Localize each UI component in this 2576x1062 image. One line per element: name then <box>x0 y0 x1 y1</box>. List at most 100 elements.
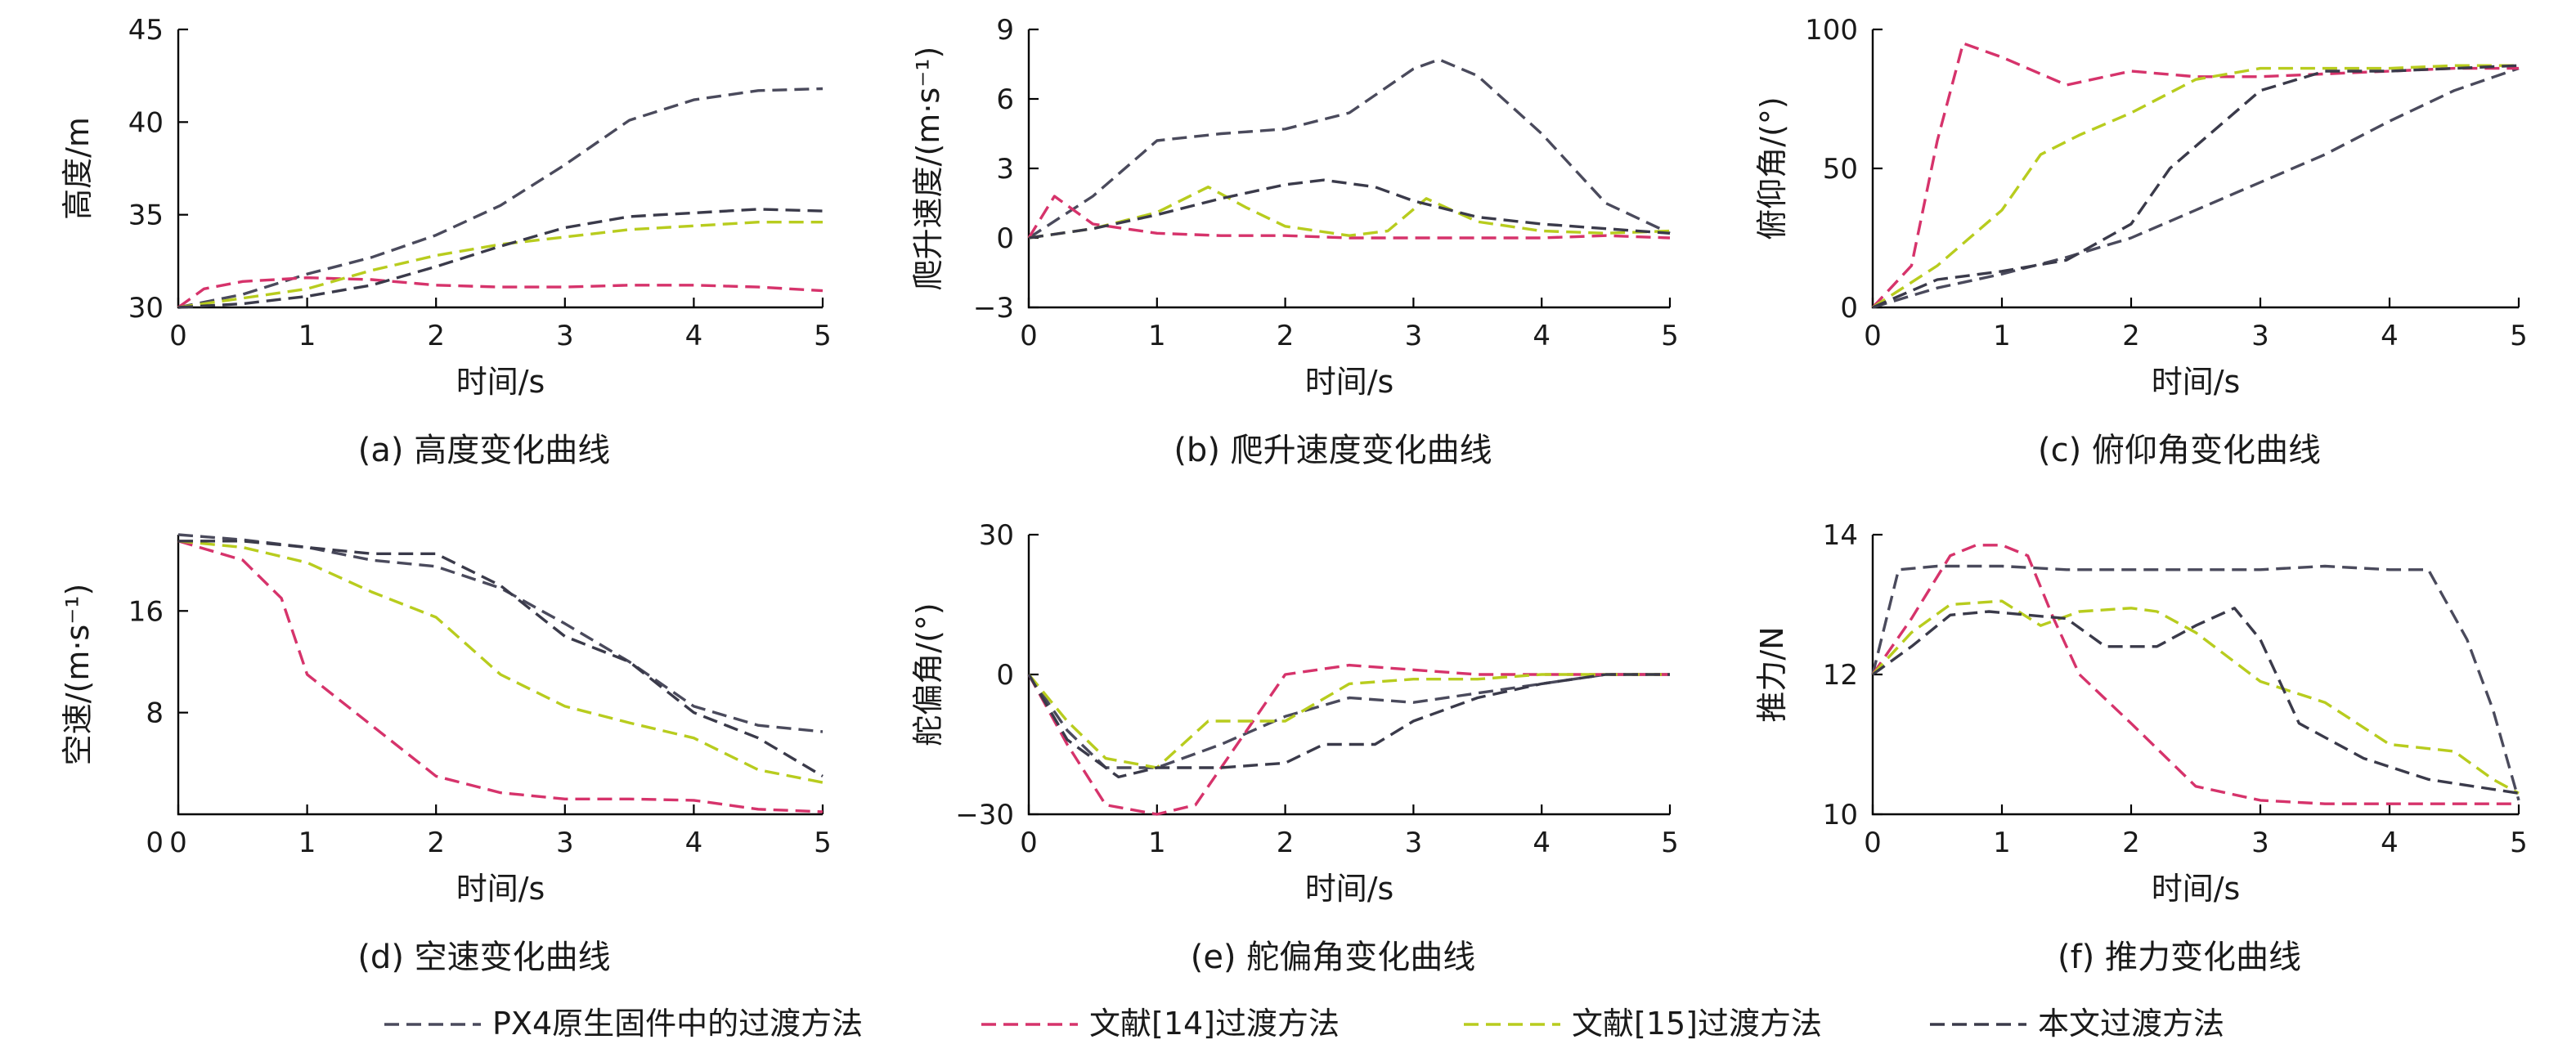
x-tick-label: 1 <box>1993 827 2011 859</box>
x-axis-label: 时间/s <box>2152 364 2241 400</box>
panel-caption: (d) 空速变化曲线 <box>357 939 610 976</box>
y-tick-label: 0 <box>1840 292 1858 325</box>
y-tick-label: 0 <box>996 659 1014 692</box>
x-tick-label: 3 <box>1405 320 1423 352</box>
series-line-ref14 <box>1027 195 1671 240</box>
origin-label: 0 <box>146 827 164 859</box>
panel-caption: (a) 高度变化曲线 <box>358 432 610 469</box>
series-line-ours <box>1028 178 1671 240</box>
x-tick-label: 4 <box>1533 320 1551 352</box>
series-line-ref14 <box>1871 42 2519 309</box>
y-tick-label: 10 <box>1823 799 1858 831</box>
x-tick-label: 0 <box>1020 320 1038 352</box>
y-tick-label: 3 <box>996 153 1014 186</box>
x-axis-label: 时间/s <box>1305 364 1394 400</box>
series-line-ours <box>1872 607 2520 795</box>
y-tick-label: 30 <box>979 519 1014 552</box>
x-tick-label: 0 <box>1864 320 1882 352</box>
x-tick-label: 1 <box>1993 320 2011 352</box>
x-tick-label: 1 <box>298 827 316 859</box>
x-tick-label: 0 <box>169 827 187 859</box>
series-line-ref15 <box>1872 64 2519 309</box>
y-axis-label: 推力/N <box>1754 626 1790 722</box>
series-line-ref15 <box>1871 599 2520 795</box>
x-axis-label: 时间/s <box>456 364 545 400</box>
axis-frame <box>177 29 823 309</box>
y-tick-label: 50 <box>1823 153 1858 186</box>
y-axis-label: 空速/(m·s⁻¹) <box>60 584 96 766</box>
y-tick-label: 6 <box>996 83 1014 116</box>
series-line-px4 <box>177 533 824 733</box>
series-line-px4 <box>1027 673 1670 769</box>
y-tick-label: 14 <box>1823 519 1858 552</box>
axis-frame <box>1871 535 2519 816</box>
panel-caption: (c) 俯仰角变化曲线 <box>2038 432 2321 469</box>
y-axis-label: 爬升速度/(m·s⁻¹) <box>910 47 946 291</box>
x-tick-label: 5 <box>2510 320 2528 352</box>
legend: PX4原生固件中的过渡方法 文献[14]过渡方法 文献[15]过渡方法 本文过渡方法 <box>384 1006 2224 1042</box>
series-line-ref15 <box>177 540 824 784</box>
y-tick-label: −3 <box>973 292 1014 325</box>
x-tick-label: 4 <box>1533 827 1551 859</box>
series-line-ref15 <box>1028 186 1671 240</box>
x-tick-label: 3 <box>1405 827 1423 859</box>
y-tick-label: 8 <box>146 697 164 730</box>
series-line-ref14 <box>177 276 824 309</box>
x-tick-label: 4 <box>2381 827 2399 859</box>
x-tick-label: 0 <box>169 320 187 352</box>
x-tick-label: 5 <box>2510 827 2528 859</box>
y-tick-label: 35 <box>128 199 164 232</box>
x-tick-label: 5 <box>814 827 832 859</box>
x-tick-label: 2 <box>1277 320 1295 352</box>
x-tick-label: 1 <box>1148 320 1166 352</box>
x-tick-label: 2 <box>2122 320 2140 352</box>
y-tick-label: 30 <box>128 292 164 325</box>
series-line-px4 <box>1871 564 2520 801</box>
x-tick-label: 2 <box>427 320 445 352</box>
x-tick-label: 5 <box>1661 827 1679 859</box>
y-tick-label: 9 <box>996 14 1014 47</box>
x-tick-label: 4 <box>685 320 703 352</box>
x-tick-label: 4 <box>2381 320 2399 352</box>
series-line-ref14 <box>177 540 824 813</box>
legend-label: 文献[14]过渡方法 <box>1089 1006 1340 1042</box>
series-line-px4 <box>177 87 824 309</box>
x-tick-label: 3 <box>556 320 574 352</box>
y-axis-label: 高度/m <box>60 117 96 220</box>
x-tick-label: 0 <box>1864 827 1882 859</box>
series-line-ref15 <box>1027 673 1670 769</box>
y-axis-label: 舵偏角/(°) <box>910 603 946 746</box>
x-tick-label: 1 <box>1148 827 1166 859</box>
x-tick-label: 3 <box>556 827 574 859</box>
chart-panel: 0 1 2 3 4 5 8 16 0 时间/s 空速/(m·s⁻¹) (d) 空速变化曲线 <box>60 533 832 976</box>
panel-caption: (f) 推力变化曲线 <box>2058 939 2301 976</box>
x-tick-label: 3 <box>2251 827 2269 859</box>
y-tick-label: 100 <box>1805 14 1858 47</box>
y-tick-label: 0 <box>996 222 1014 255</box>
y-axis-label: 俯仰角/(°) <box>1754 96 1790 240</box>
x-tick-label: 2 <box>1277 827 1295 859</box>
series-line-ref14 <box>1871 544 2519 805</box>
y-tick-label: 12 <box>1823 659 1858 692</box>
series-line-ref15 <box>177 221 823 309</box>
panel-caption: (e) 舵偏角变化曲线 <box>1191 939 1476 976</box>
legend-label: PX4原生固件中的过渡方法 <box>492 1006 863 1042</box>
x-tick-label: 1 <box>298 320 316 352</box>
series-line-ours <box>1872 64 2520 309</box>
x-tick-label: 3 <box>2251 320 2269 352</box>
legend-label: 本文过渡方法 <box>2038 1006 2224 1042</box>
series-line-ref14 <box>1027 663 1670 816</box>
panel-caption: (b) 爬升速度变化曲线 <box>1174 432 1492 469</box>
x-tick-label: 5 <box>814 320 832 352</box>
x-axis-label: 时间/s <box>1305 871 1394 907</box>
x-tick-label: 0 <box>1020 827 1038 859</box>
x-tick-label: 4 <box>685 827 703 859</box>
y-tick-label: 40 <box>128 106 164 139</box>
x-tick-label: 2 <box>2122 827 2140 859</box>
